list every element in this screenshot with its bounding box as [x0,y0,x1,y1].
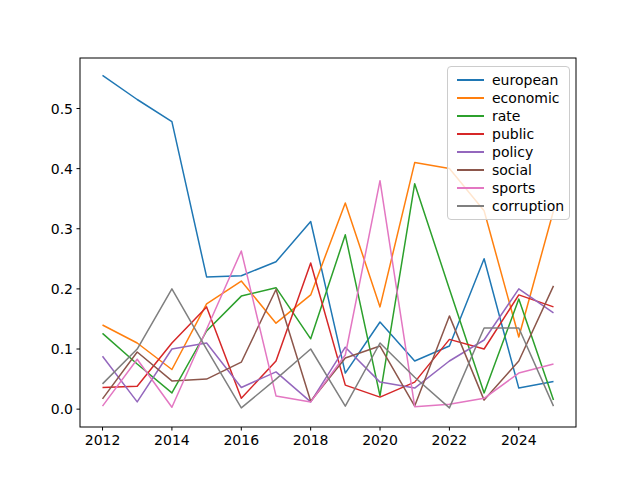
y-tick-label: 0.1 [51,341,73,357]
x-tick-label: 2014 [154,432,190,448]
y-tick-label: 0.5 [51,101,73,117]
x-tick-label: 2020 [362,432,398,448]
y-tick-label: 0.4 [51,161,73,177]
legend-line-swatch-economic [457,97,484,99]
legend-label-social: social [492,163,532,177]
legend-label-policy: policy [492,145,533,159]
y-tick-label: 0.3 [51,221,73,237]
legend-line-swatch-rate [457,115,484,117]
legend-line-swatch-social [457,169,484,171]
legend-item-policy: policy [457,145,560,159]
legend-item-economic: economic [457,91,560,105]
legend-label-rate: rate [492,109,520,123]
legend-line-swatch-public [457,133,484,135]
x-tick-label: 2016 [223,432,259,448]
y-tick-label: 0.2 [51,281,73,297]
legend-line-swatch-policy [457,151,484,153]
legend-item-corruption: corruption [457,199,560,213]
legend-label-economic: economic [492,91,560,105]
line-chart-figure: 2012 2014 2016 2018 2020 2022 2024 0.0 0.1 0.2 0.3… [0,0,640,480]
legend-line-swatch-european [457,79,484,81]
legend-item-social: social [457,163,560,177]
x-tick-label: 2024 [501,432,537,448]
x-tick-label: 2012 [85,432,121,448]
legend-line-swatch-sports [457,187,484,189]
legend-line-swatch-corruption [457,205,484,207]
legend-label-european: european [492,73,558,87]
x-tick-label: 2022 [432,432,468,448]
legend-item-public: public [457,127,560,141]
legend-item-european: european [457,73,560,87]
y-tick-label: 0.0 [51,401,73,417]
legend-label-corruption: corruption [492,199,564,213]
legend-item-sports: sports [457,181,560,195]
legend: european economic rate public policy social sp… [447,66,570,220]
legend-label-public: public [492,127,534,141]
x-tick-label: 2018 [293,432,329,448]
legend-label-sports: sports [492,181,535,195]
legend-item-rate: rate [457,109,560,123]
